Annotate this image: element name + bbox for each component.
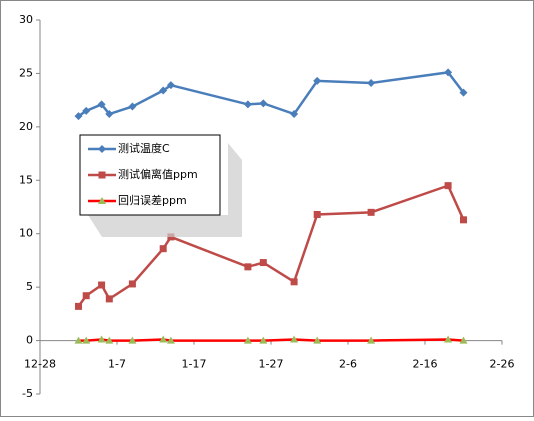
legend-label: 测试温度C — [118, 141, 170, 155]
marker — [444, 182, 452, 190]
marker — [82, 292, 90, 300]
marker — [105, 110, 114, 119]
marker — [159, 245, 167, 253]
x-tick-label: 1-7 — [108, 358, 126, 371]
legend-marker — [98, 171, 106, 179]
marker — [444, 335, 453, 343]
legend-label: 测试偏离值ppm — [118, 167, 198, 181]
x-tick-label: 2-6 — [339, 358, 357, 371]
marker — [444, 68, 453, 77]
marker — [259, 336, 268, 344]
y-tick-label: 25 — [19, 66, 33, 79]
series-line — [78, 338, 464, 342]
marker — [105, 336, 114, 344]
marker — [459, 88, 468, 97]
marker — [290, 110, 299, 119]
marker — [159, 86, 168, 95]
marker — [290, 278, 298, 286]
marker — [82, 106, 91, 115]
marker — [166, 81, 175, 90]
marker — [128, 280, 136, 288]
y-tick-label: 15 — [19, 173, 33, 186]
legend-marker — [98, 197, 106, 204]
marker — [105, 295, 113, 303]
legend-marker — [98, 145, 106, 153]
y-tick-label: 5 — [26, 280, 33, 293]
marker — [367, 208, 375, 216]
y-tick-label: 10 — [19, 227, 33, 240]
marker — [166, 336, 175, 344]
marker — [159, 335, 168, 343]
marker — [98, 281, 106, 289]
legend-shadow — [88, 143, 242, 237]
x-tick-label: 12-28 — [24, 358, 56, 371]
x-tick-label: 1-27 — [259, 358, 284, 371]
marker — [313, 210, 321, 218]
y-tick-label: 30 — [19, 13, 33, 26]
marker — [244, 263, 252, 271]
marker — [75, 302, 82, 310]
marker — [367, 79, 376, 88]
marker — [460, 216, 467, 224]
marker — [74, 112, 83, 121]
marker — [313, 76, 322, 85]
marker — [313, 336, 322, 344]
x-tick-label: 1-17 — [182, 358, 207, 371]
y-tick-label: -5 — [22, 387, 33, 400]
marker — [243, 100, 252, 109]
marker — [74, 336, 83, 344]
marker — [82, 336, 91, 344]
marker — [367, 336, 376, 344]
x-tick-label: 2-26 — [490, 358, 515, 371]
marker — [128, 102, 137, 111]
marker — [259, 259, 267, 267]
marker — [459, 336, 468, 344]
marker — [290, 335, 299, 343]
marker — [259, 99, 268, 108]
marker — [243, 336, 252, 344]
marker — [128, 336, 137, 344]
y-tick-label: 20 — [19, 120, 33, 133]
legend-label: 回归误差ppm — [118, 193, 187, 207]
x-tick-label: 2-16 — [413, 358, 438, 371]
y-tick-label: 0 — [26, 334, 33, 347]
marker — [97, 100, 106, 109]
marker — [97, 335, 106, 343]
